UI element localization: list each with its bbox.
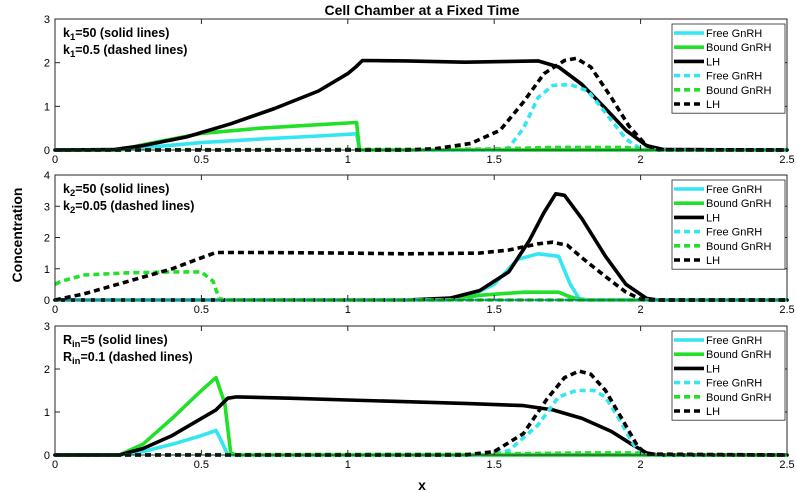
- panel-annotation: k1=50 (solid lines): [63, 26, 169, 43]
- y-tick-label: 3: [44, 14, 50, 26]
- legend-entry: LH: [706, 406, 720, 418]
- annotation-subscript: 2: [70, 188, 75, 199]
- y-tick-label: 1: [44, 101, 50, 113]
- legend-entry: LH: [706, 212, 720, 224]
- legend-entry: Free GnRH: [706, 335, 762, 347]
- legend-box: [671, 330, 786, 421]
- y-tick-label: 2: [44, 233, 50, 245]
- panel-annotation: k2=50 (solid lines): [63, 182, 169, 199]
- y-tick-label: 1: [44, 407, 50, 419]
- plot-frame: [54, 18, 788, 151]
- legend-entry: Bound GnRH: [706, 42, 771, 54]
- annotation-symbol: k: [63, 43, 70, 57]
- annotation-subscript: in: [72, 356, 81, 367]
- annotation-text: =50 (solid lines): [75, 182, 169, 196]
- panel-annotation: k1=0.5 (dashed lines): [63, 43, 187, 60]
- y-tick-label: 2: [44, 58, 50, 70]
- y-tick-label: 0: [44, 145, 50, 157]
- legend-entry: Bound GnRH: [706, 392, 771, 404]
- x-tick-label: 1.5: [487, 459, 502, 471]
- x-tick-label: 1.5: [487, 304, 502, 316]
- series-line: [53, 58, 789, 152]
- y-tick-label: 3: [44, 201, 50, 213]
- series-line: [53, 395, 789, 457]
- legend-box: [671, 23, 786, 114]
- legend: Free GnRH Bound GnRH LH Free GnRH Bound GnRH…: [671, 330, 786, 421]
- x-axis-label: x: [418, 477, 426, 493]
- series-line: [55, 56, 788, 152]
- panel-annotation: Rin=5 (solid lines): [63, 333, 168, 350]
- legend-entry: Bound GnRH: [706, 85, 771, 97]
- legend-entry: Free GnRH: [706, 227, 762, 239]
- x-tick-label: 0.5: [194, 459, 209, 471]
- legend-entry: Free GnRH: [706, 71, 762, 83]
- legend-entry: Free GnRH: [706, 184, 762, 196]
- legend-entry: LH: [706, 99, 720, 111]
- y-tick-label: 0: [44, 295, 50, 307]
- legend-entry: LH: [706, 363, 720, 375]
- series-line: [54, 240, 787, 302]
- legend-entry: LH: [706, 56, 720, 68]
- annotation-symbol: k: [63, 199, 70, 213]
- x-tick-label: 2: [638, 459, 644, 471]
- annotation-text: =0.5 (dashed lines): [75, 43, 187, 57]
- legend: Free GnRH Bound GnRH LH Free GnRH Bound GnRH…: [671, 179, 786, 270]
- legend-entry: Bound GnRH: [706, 198, 771, 210]
- annotation-symbol: R: [63, 333, 72, 347]
- legend-entry: Free GnRH: [706, 378, 762, 390]
- x-tick-label: 1: [345, 154, 351, 166]
- series-line: [54, 270, 787, 302]
- x-tick-label: 0: [52, 154, 58, 166]
- x-tick-label: 2.5: [779, 304, 794, 316]
- x-tick-label: 2.5: [779, 154, 794, 166]
- panel-annotation: Rin=0.1 (dashed lines): [63, 350, 193, 367]
- series-line: [53, 428, 789, 457]
- annotation-text: =0.05 (dashed lines): [75, 199, 194, 213]
- plot-frame: [54, 325, 788, 456]
- x-tick-label: 0: [52, 459, 58, 471]
- x-tick-label: 1.5: [487, 154, 502, 166]
- annotation-text: =50 (solid lines): [75, 26, 169, 40]
- x-tick-label: 2: [638, 154, 644, 166]
- legend-entry: Bound GnRH: [706, 241, 771, 253]
- annotation-symbol: R: [63, 350, 72, 364]
- annotation-subscript: 1: [70, 49, 76, 60]
- annotation-text: =0.1 (dashed lines): [80, 350, 192, 364]
- legend-box: [671, 179, 786, 270]
- x-tick-label: 2.5: [779, 459, 794, 471]
- x-tick-label: 0: [52, 304, 58, 316]
- legend-entry: LH: [706, 255, 720, 267]
- annotation-subscript: in: [72, 339, 81, 350]
- legend-entry: Free GnRH: [706, 28, 762, 40]
- y-axis-label: Concentration: [9, 188, 25, 283]
- annotation-text: =5 (solid lines): [80, 333, 167, 347]
- annotation-subscript: 1: [70, 32, 76, 43]
- y-tick-label: 4: [44, 170, 50, 182]
- x-tick-label: 1: [345, 304, 351, 316]
- annotation-subscript: 2: [70, 205, 75, 216]
- x-tick-label: 1: [345, 459, 351, 471]
- x-tick-label: 0.5: [194, 154, 209, 166]
- panel-annotation: k2=0.05 (dashed lines): [63, 199, 194, 216]
- chart-title: Cell Chamber at a Fixed Time: [324, 2, 519, 18]
- y-tick-label: 3: [44, 321, 50, 333]
- series-line: [53, 192, 789, 302]
- annotation-symbol: k: [63, 182, 70, 196]
- annotation-symbol: k: [63, 26, 70, 40]
- y-tick-label: 2: [44, 364, 50, 376]
- legend-entry: Bound GnRH: [706, 349, 771, 361]
- y-tick-label: 1: [44, 264, 50, 276]
- y-tick-label: 0: [44, 450, 50, 462]
- x-tick-label: 0.5: [194, 304, 209, 316]
- x-tick-label: 2: [638, 304, 644, 316]
- series-line: [53, 375, 789, 457]
- legend: Free GnRH Bound GnRH LH Free GnRH Bound GnRH…: [671, 23, 786, 114]
